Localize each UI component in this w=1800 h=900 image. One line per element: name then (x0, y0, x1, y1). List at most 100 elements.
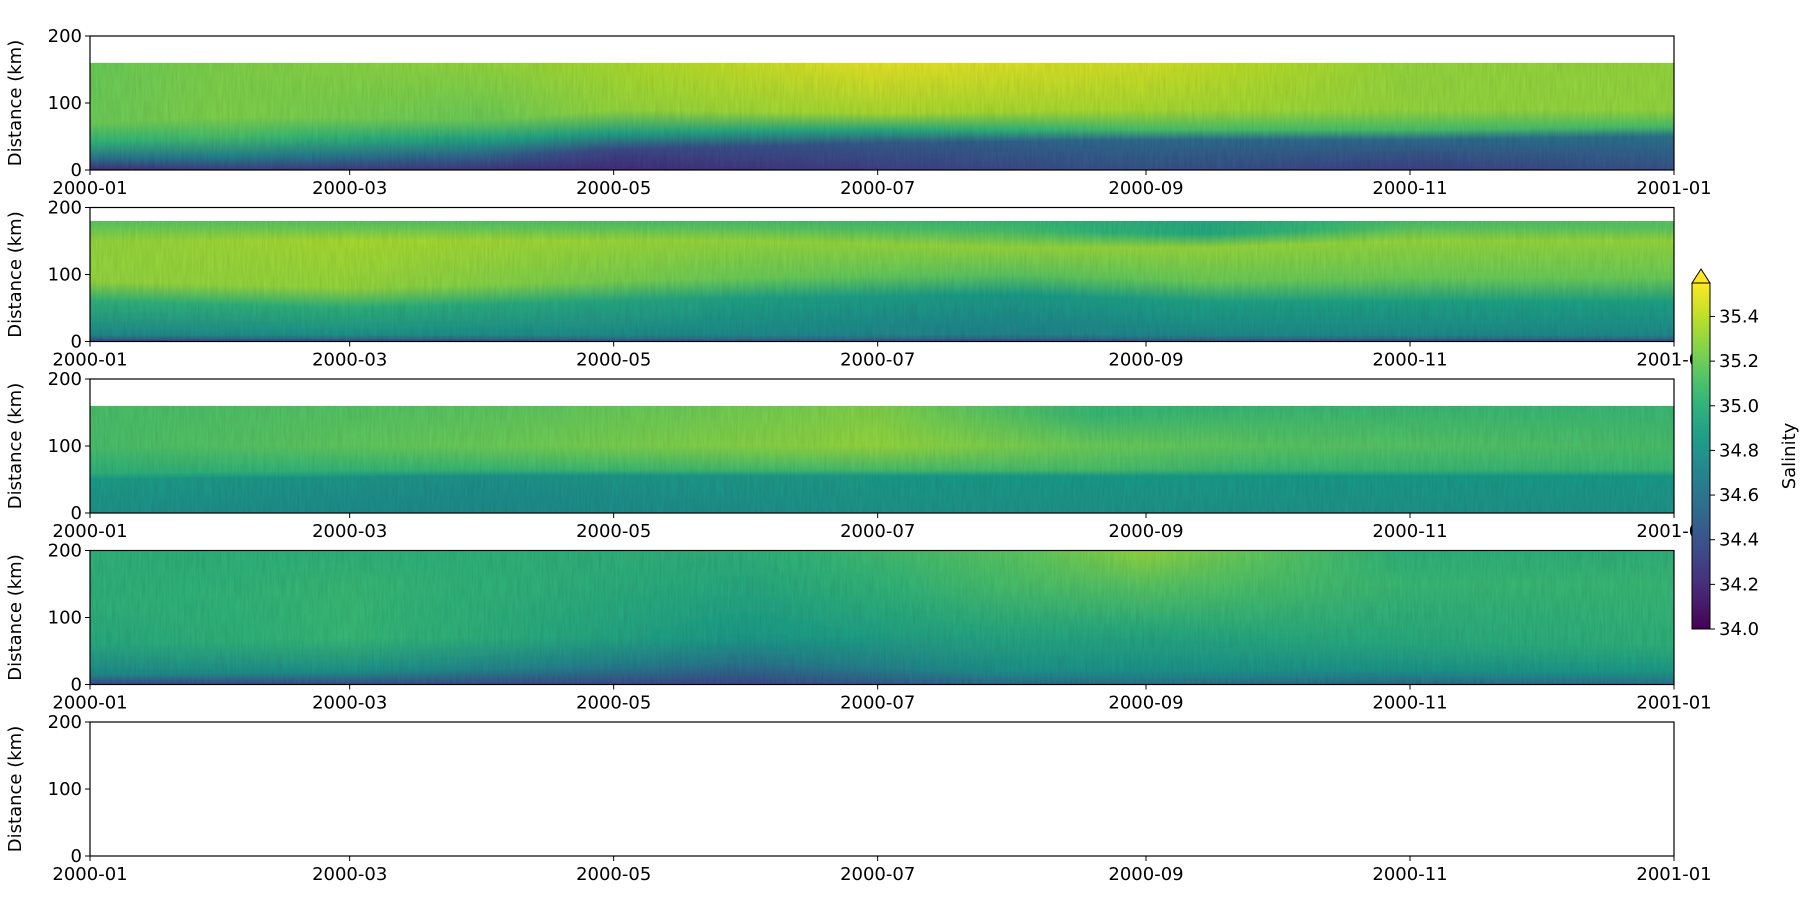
heatmap-cell (924, 405, 931, 513)
x-tick-label: 2000-11 (1372, 693, 1447, 714)
heatmap-cell (819, 550, 827, 685)
heatmap-cell (718, 220, 725, 342)
heatmap-cell (936, 405, 943, 513)
heatmap-cell (161, 405, 169, 513)
heatmap-cell (1211, 405, 1218, 513)
heatmap-cell (143, 220, 150, 342)
heatmap-cell (1531, 405, 1538, 513)
heatmap-cell (1440, 550, 1447, 685)
heatmap-cell (1272, 550, 1279, 685)
heatmap-cell (575, 550, 583, 685)
heatmap-cell (1035, 220, 1042, 342)
heatmap-cell (607, 62, 615, 170)
heatmap-cell (1164, 550, 1171, 685)
heatmap-cell (1266, 220, 1273, 342)
heatmap-cell (697, 62, 705, 170)
heatmap-cell (308, 550, 315, 685)
heatmap-cell (1176, 62, 1183, 170)
heatmap-cell (906, 405, 914, 513)
heatmap-cell (1530, 220, 1537, 342)
heatmap-cell (1596, 220, 1603, 342)
heatmap-cell (1620, 550, 1627, 685)
heatmap-cell (1386, 220, 1393, 342)
heatmap-cell (682, 220, 690, 342)
heatmap-cell (259, 62, 267, 170)
heatmap-cell (740, 405, 747, 513)
heatmap-cell (119, 62, 126, 170)
heatmap-cell (159, 62, 167, 170)
heatmap-cell (95, 405, 103, 513)
heatmap-cell (1454, 405, 1461, 513)
heatmap-cell (1041, 550, 1048, 685)
heatmap-cell (501, 62, 509, 170)
heatmap-cell (1212, 550, 1219, 685)
heatmap-cell (847, 62, 855, 170)
heatmap-cell (107, 405, 115, 513)
heatmap-cell (1320, 62, 1327, 170)
heatmap-cell (599, 550, 606, 685)
heatmap-cell (1296, 62, 1303, 170)
heatmap-cell (1308, 220, 1315, 342)
heatmap-cell (1416, 62, 1423, 170)
heatmap-cell (1356, 550, 1363, 685)
heatmap-cell (1620, 405, 1628, 513)
heatmap-cell (712, 220, 719, 342)
heatmap-cell (877, 405, 885, 513)
heatmap-cell (1335, 405, 1342, 513)
heatmap-cell (1200, 550, 1207, 685)
heatmap-cell (1608, 550, 1615, 685)
heatmap-cell (650, 405, 658, 513)
heatmap-cell (1398, 220, 1405, 342)
heatmap-cell (1542, 550, 1549, 685)
heatmap-cell (1111, 405, 1119, 513)
heatmap-cell (95, 62, 103, 170)
heatmap-cell (340, 405, 348, 513)
heatmap-3 (90, 405, 1674, 513)
heatmap-cell (1236, 62, 1243, 170)
heatmap-cell (1388, 405, 1396, 513)
heatmap-cell (1332, 62, 1339, 170)
heatmap-cell (292, 405, 300, 513)
heatmap-cell (113, 550, 121, 685)
heatmap-cell (619, 62, 627, 170)
heatmap-cell (1578, 220, 1585, 342)
heatmap-cell (1488, 62, 1495, 170)
heatmap-cell (611, 220, 618, 342)
heatmap-cell (107, 550, 115, 685)
heatmap-cell (691, 62, 699, 170)
heatmap-cell (1076, 220, 1084, 342)
heatmap-cell (1053, 405, 1060, 513)
heatmap-cell (1099, 405, 1107, 513)
heatmap-cell (1041, 220, 1048, 342)
heatmap-cell (519, 62, 526, 170)
heatmap-cell (125, 550, 132, 685)
heatmap-cell (1440, 62, 1447, 170)
heatmap-cell (219, 220, 227, 342)
heatmap-cell (361, 550, 369, 685)
heatmap-cell (1590, 220, 1597, 342)
heatmap-cell (759, 550, 767, 685)
heatmap-cell (1466, 405, 1473, 513)
heatmap-cell (853, 405, 861, 513)
heatmap-cell (1074, 62, 1082, 170)
heatmap-cell (1194, 220, 1202, 342)
heatmap-cell (1512, 62, 1519, 170)
heatmap-cell (213, 220, 221, 342)
heatmap-cell (1087, 550, 1095, 685)
heatmap-cell (178, 550, 186, 685)
heatmap-cell (617, 220, 624, 342)
heatmap-cell (95, 220, 103, 342)
heatmap-cell (1094, 405, 1101, 513)
heatmap-cell (943, 62, 950, 170)
heatmap-cell (753, 220, 761, 342)
heatmap-cell (548, 62, 556, 170)
heatmap-cell (1111, 550, 1118, 685)
x-tick-label: 2000-05 (576, 178, 651, 199)
heatmap-cell (897, 220, 905, 342)
heatmap-cell (1044, 62, 1052, 170)
heatmap-cell (436, 62, 444, 170)
heatmap-cell (1422, 220, 1429, 342)
heatmap-cell (489, 405, 497, 513)
heatmap-cell (1058, 550, 1065, 685)
heatmap-cell (585, 405, 592, 513)
